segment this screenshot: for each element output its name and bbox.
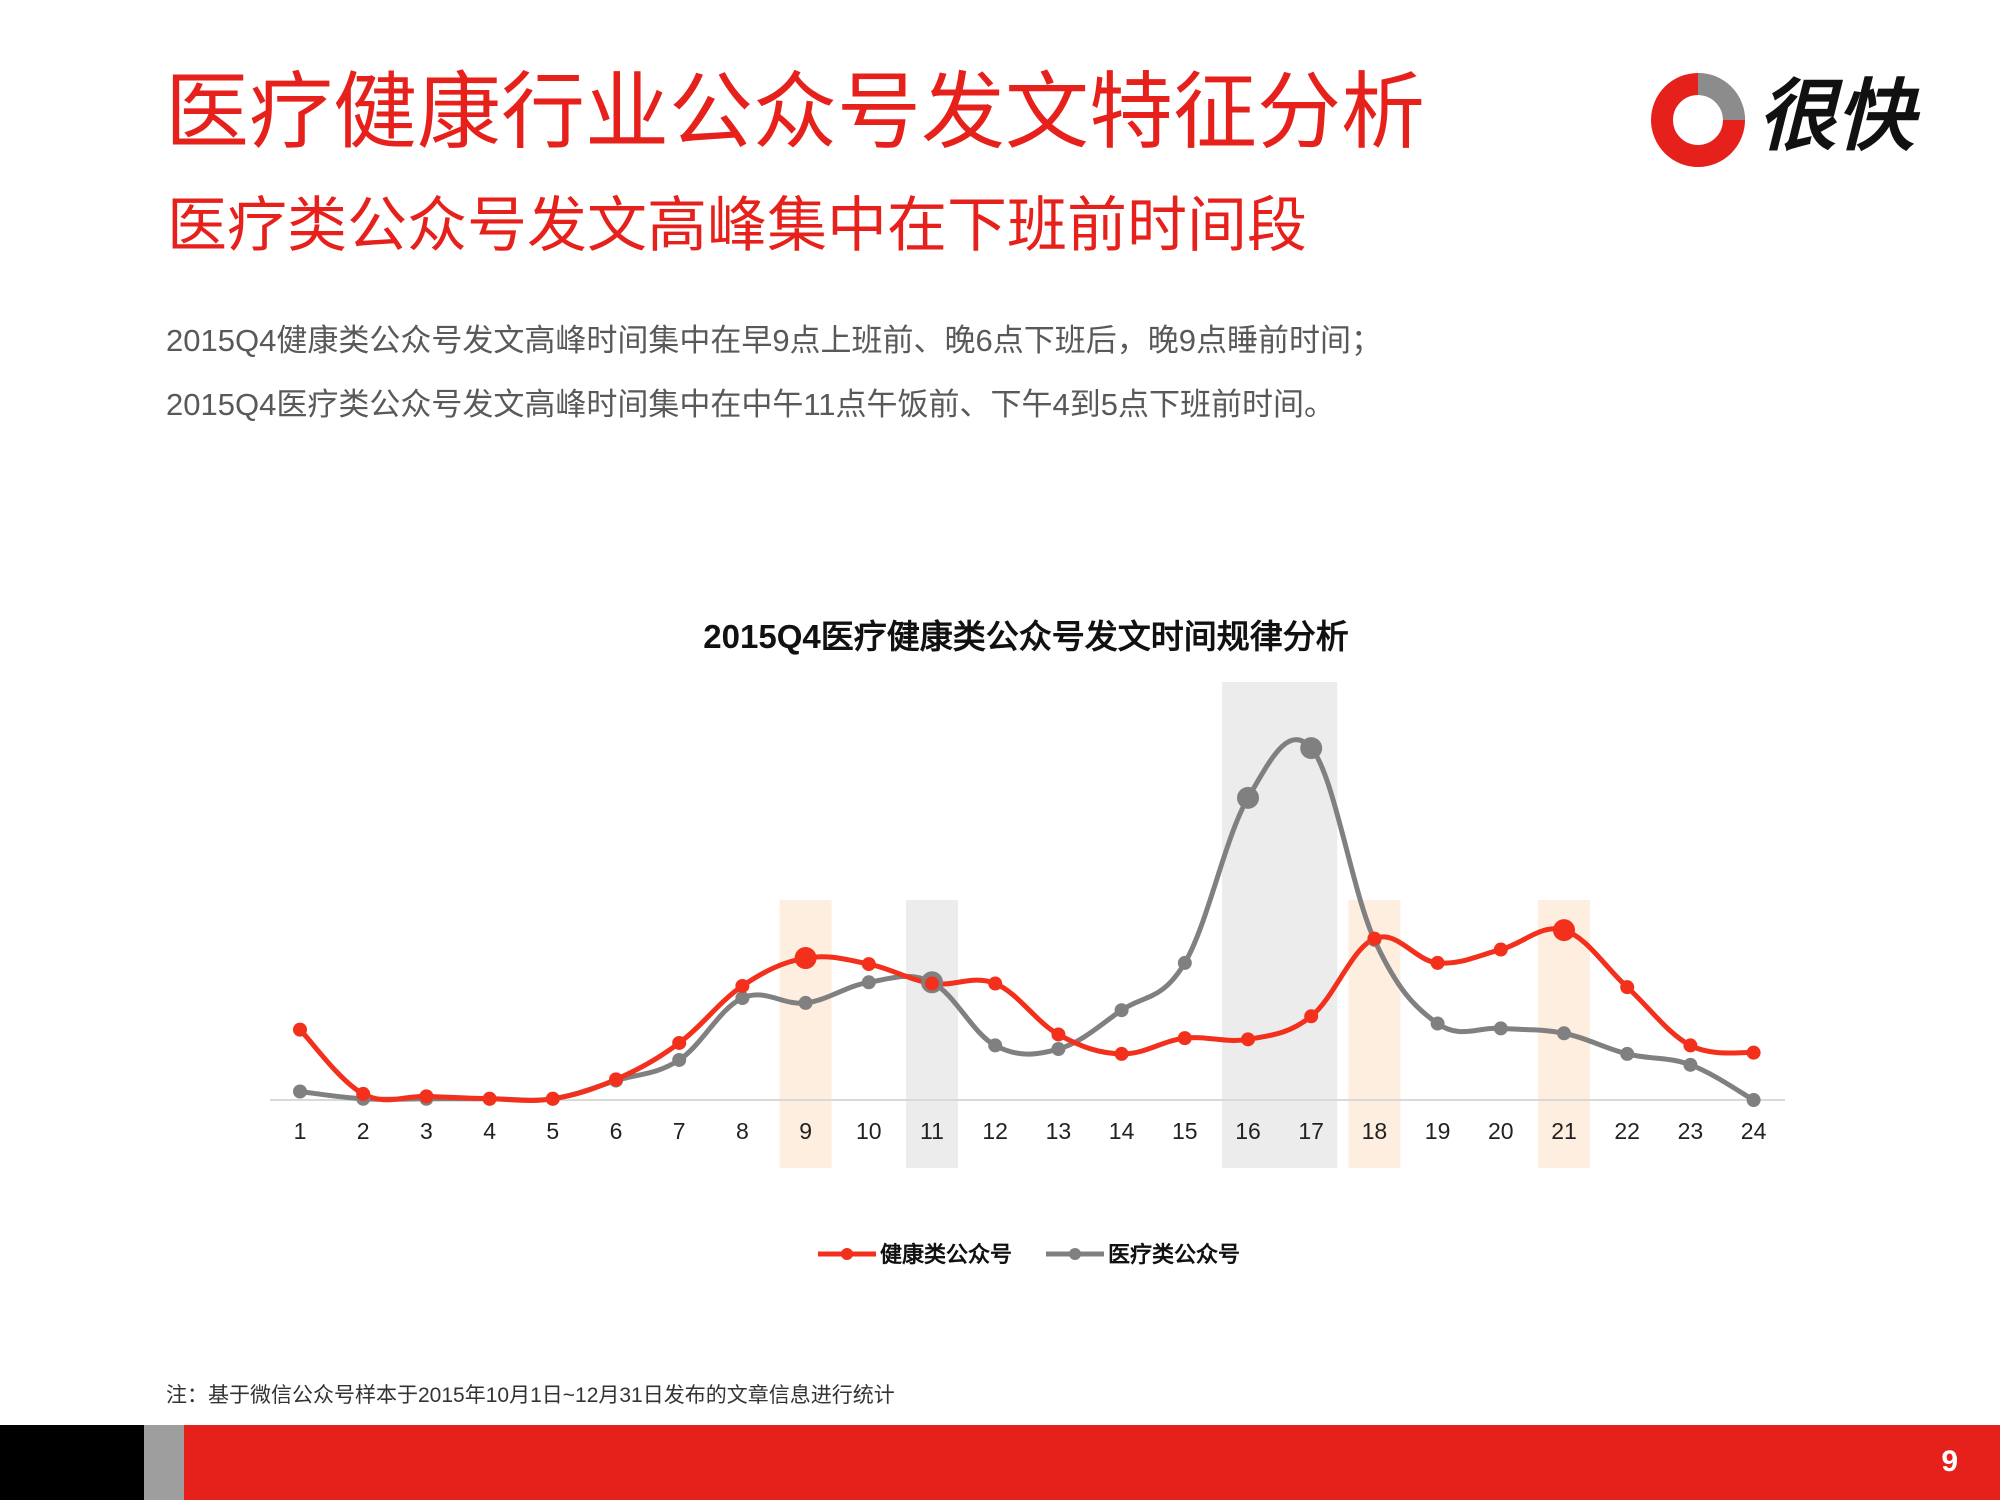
- data-point-health[interactable]: [1620, 980, 1635, 995]
- legend-marker-health: [841, 1248, 853, 1260]
- x-tick-label: 22: [1614, 1118, 1640, 1144]
- x-tick-label: 24: [1741, 1118, 1767, 1144]
- data-point-medical[interactable]: [798, 995, 813, 1010]
- legend-item-medical[interactable]: 医疗类公众号: [1046, 1242, 1240, 1267]
- x-tick-label: 8: [736, 1118, 749, 1144]
- data-point-medical[interactable]: [735, 991, 750, 1006]
- data-point-health[interactable]: [861, 957, 876, 972]
- data-point-health[interactable]: [482, 1091, 497, 1106]
- series-lines: [297, 737, 1757, 1103]
- footer-bar: 9: [0, 1425, 2000, 1500]
- x-tick-label: 21: [1551, 1118, 1577, 1144]
- series-points: [293, 737, 1761, 1107]
- x-tick-label: 19: [1425, 1118, 1451, 1144]
- description-line-2: 2015Q4医疗类公众号发文高峰时间集中在中午11点午饭前、下午4到5点下班前时…: [166, 387, 1335, 422]
- x-tick-label: 15: [1172, 1118, 1198, 1144]
- data-point-health[interactable]: [1493, 942, 1508, 957]
- x-tick-label: 20: [1488, 1118, 1514, 1144]
- x-tick-label: 1: [294, 1118, 307, 1144]
- data-point-medical[interactable]: [1237, 786, 1259, 809]
- data-point-health[interactable]: [1177, 1031, 1192, 1046]
- series-line-health: [297, 926, 1757, 1103]
- legend: 健康类公众号 医疗类公众号: [818, 1242, 1240, 1267]
- page-number: 9: [1941, 1445, 1958, 1478]
- data-point-medical[interactable]: [1114, 1003, 1129, 1018]
- data-point-health[interactable]: [419, 1089, 434, 1104]
- data-point-health[interactable]: [356, 1086, 371, 1101]
- series-line-medical: [297, 737, 1757, 1103]
- footer-block-black: [0, 1425, 144, 1500]
- highlight-band-9: [779, 900, 832, 1168]
- data-point-medical[interactable]: [1683, 1057, 1698, 1072]
- highlight-bands: [779, 682, 1590, 1168]
- x-tick-label: 11: [920, 1118, 944, 1144]
- footer-block-red: [184, 1425, 2000, 1500]
- x-tick-label: 10: [856, 1118, 882, 1144]
- data-point-medical[interactable]: [1177, 955, 1192, 970]
- data-point-medical[interactable]: [672, 1052, 687, 1067]
- data-point-health[interactable]: [1367, 931, 1382, 946]
- data-point-health[interactable]: [735, 978, 750, 993]
- data-point-medical[interactable]: [1746, 1093, 1761, 1107]
- x-tick-label: 6: [610, 1118, 623, 1144]
- data-point-health[interactable]: [545, 1091, 560, 1106]
- page-subtitle: 医疗类公众号发文高峰集中在下班前时间段: [167, 192, 1307, 259]
- data-point-health[interactable]: [988, 976, 1003, 991]
- x-tick-label: 18: [1362, 1118, 1388, 1144]
- x-tick-label: 5: [546, 1118, 559, 1144]
- legend-marker-medical: [1069, 1248, 1081, 1260]
- logo-text: 很快: [1758, 72, 1915, 160]
- highlight-band-11: [906, 900, 958, 1168]
- data-point-medical[interactable]: [1493, 1021, 1508, 1036]
- legend-item-health[interactable]: 健康类公众号: [818, 1242, 1012, 1267]
- x-tick-label: 17: [1298, 1118, 1324, 1144]
- data-point-health[interactable]: [1114, 1046, 1129, 1061]
- data-point-medical[interactable]: [988, 1038, 1003, 1053]
- data-point-health[interactable]: [1241, 1032, 1255, 1047]
- x-tick-label: 9: [799, 1118, 812, 1144]
- description-line-1: 2015Q4健康类公众号发文高峰时间集中在早9点上班前、晚6点下班后，晚9点睡前…: [166, 323, 1383, 358]
- data-point-health[interactable]: [1430, 955, 1445, 970]
- x-tick-label: 14: [1109, 1118, 1135, 1144]
- x-tick-label: 12: [982, 1118, 1008, 1144]
- x-tick-label: 2: [357, 1118, 370, 1144]
- x-axis-ticks: 1 2 3 4 5 6 7 8 9 10 11 12 13 14 15 16 17 18 19 20 21 22 23 24: [294, 1118, 1767, 1144]
- footer-block-gray: [144, 1425, 184, 1500]
- highlight-band-16-17: [1222, 682, 1338, 1168]
- x-tick-label: 13: [1046, 1118, 1072, 1144]
- data-point-medical[interactable]: [1300, 737, 1323, 760]
- chart-title: 2015Q4医疗健康类公众号发文时间规律分析: [703, 618, 1348, 655]
- data-point-health[interactable]: [794, 947, 817, 970]
- data-point-health[interactable]: [609, 1072, 623, 1087]
- x-tick-label: 23: [1678, 1118, 1704, 1144]
- footnote: 注：基于微信公众号样本于2015年10月1日~12月31日发布的文章信息进行统计: [166, 1384, 895, 1407]
- x-tick-label: 16: [1235, 1118, 1261, 1144]
- data-point-health[interactable]: [672, 1035, 687, 1050]
- legend-label-medical: 医疗类公众号: [1108, 1242, 1240, 1267]
- data-point-health[interactable]: [925, 976, 939, 991]
- x-tick-label: 4: [483, 1118, 496, 1144]
- data-point-medical[interactable]: [1051, 1042, 1066, 1057]
- data-point-health[interactable]: [1553, 919, 1575, 942]
- data-point-medical[interactable]: [861, 975, 876, 990]
- legend-label-health: 健康类公众号: [880, 1242, 1012, 1267]
- data-point-health[interactable]: [1746, 1045, 1761, 1060]
- line-chart: 2015Q4医疗健康类公众号发文时间规律分析 1 2 3 4 5 6 7 8 9 10 11 12 13…: [270, 618, 1785, 1267]
- x-tick-label: 3: [420, 1118, 433, 1144]
- data-point-health[interactable]: [1304, 1009, 1319, 1024]
- data-point-medical[interactable]: [1430, 1016, 1445, 1031]
- data-point-medical[interactable]: [293, 1084, 307, 1099]
- data-point-health[interactable]: [1683, 1038, 1698, 1053]
- data-point-medical[interactable]: [1557, 1026, 1571, 1041]
- brand-logo: 很快: [1650, 68, 1914, 168]
- logo-mark-icon: [1651, 73, 1745, 167]
- data-point-health[interactable]: [1051, 1027, 1066, 1042]
- data-point-health[interactable]: [293, 1022, 307, 1037]
- page-title: 医疗健康行业公众号发文特征分析: [165, 65, 1426, 159]
- x-tick-label: 7: [673, 1118, 686, 1144]
- data-point-medical[interactable]: [1620, 1046, 1635, 1061]
